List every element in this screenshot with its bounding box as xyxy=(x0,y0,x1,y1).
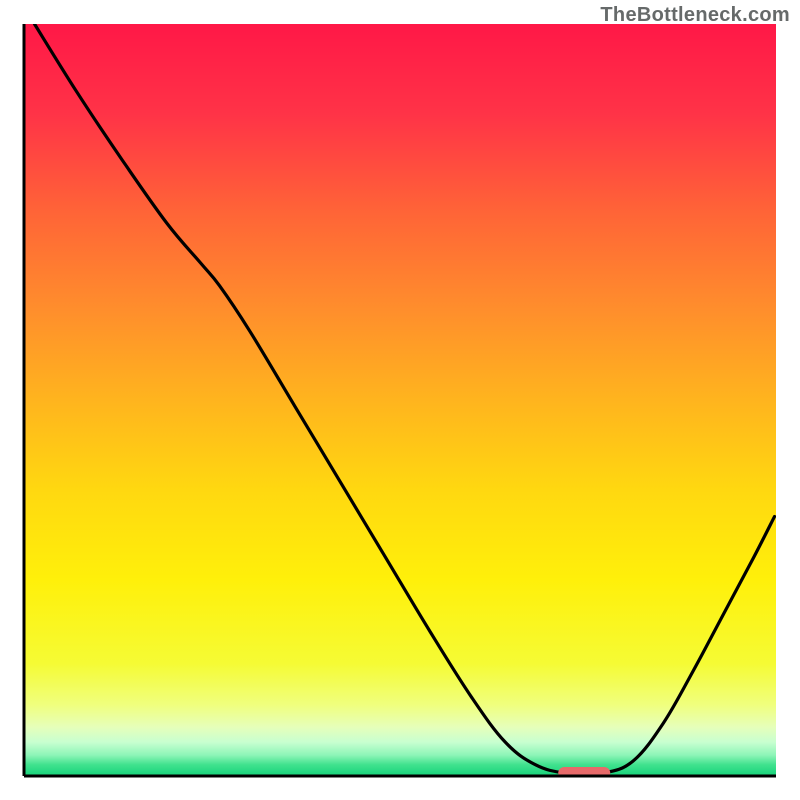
bottleneck-chart xyxy=(0,0,800,800)
chart-container: { "watermark": "TheBottleneck.com", "cha… xyxy=(0,0,800,800)
chart-background xyxy=(24,24,776,776)
